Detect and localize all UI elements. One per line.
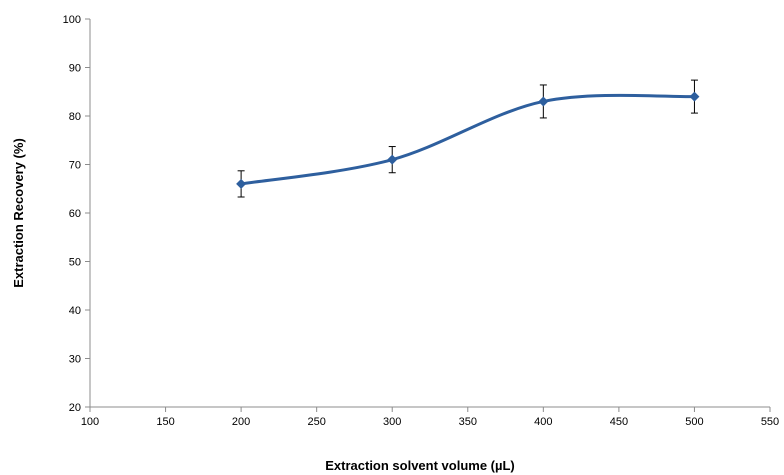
axes xyxy=(89,19,770,408)
x-tick-label: 500 xyxy=(685,416,703,428)
x-tick-label: 400 xyxy=(534,416,552,428)
y-tick-label: 60 xyxy=(69,208,81,220)
data-point-marker xyxy=(689,91,700,102)
data-markers xyxy=(236,91,700,189)
y-axis-title: Extraction Recovery (%) xyxy=(11,138,26,288)
x-axis-ticks: 100 150 200 250 300 350 400 450 500 550 xyxy=(81,407,779,428)
x-tick-label: 200 xyxy=(232,416,250,428)
y-tick-label: 80 xyxy=(69,111,81,123)
y-tick-label: 100 xyxy=(63,14,81,26)
y-tick-label: 90 xyxy=(69,63,81,75)
data-point-marker xyxy=(236,178,247,189)
data-point-marker xyxy=(387,154,398,165)
x-axis-title: Extraction solvent volume (µL) xyxy=(325,458,515,473)
error-bars xyxy=(237,79,698,198)
x-tick-label: 250 xyxy=(307,416,325,428)
y-tick-label: 30 xyxy=(69,354,81,366)
y-axis-ticks: 20 30 40 50 60 70 80 90 100 xyxy=(63,14,90,414)
x-tick-label: 350 xyxy=(459,416,477,428)
x-tick-label: 300 xyxy=(383,416,401,428)
data-point-marker xyxy=(538,96,549,107)
x-tick-label: 450 xyxy=(610,416,628,428)
y-tick-label: 40 xyxy=(69,305,81,317)
x-tick-label: 100 xyxy=(81,416,99,428)
x-tick-label: 150 xyxy=(156,416,174,428)
y-tick-label: 50 xyxy=(69,257,81,269)
y-tick-label: 20 xyxy=(69,402,81,414)
y-tick-label: 70 xyxy=(69,160,81,172)
series-line xyxy=(239,93,696,186)
series-lines xyxy=(239,93,696,186)
x-tick-label: 550 xyxy=(761,416,779,428)
